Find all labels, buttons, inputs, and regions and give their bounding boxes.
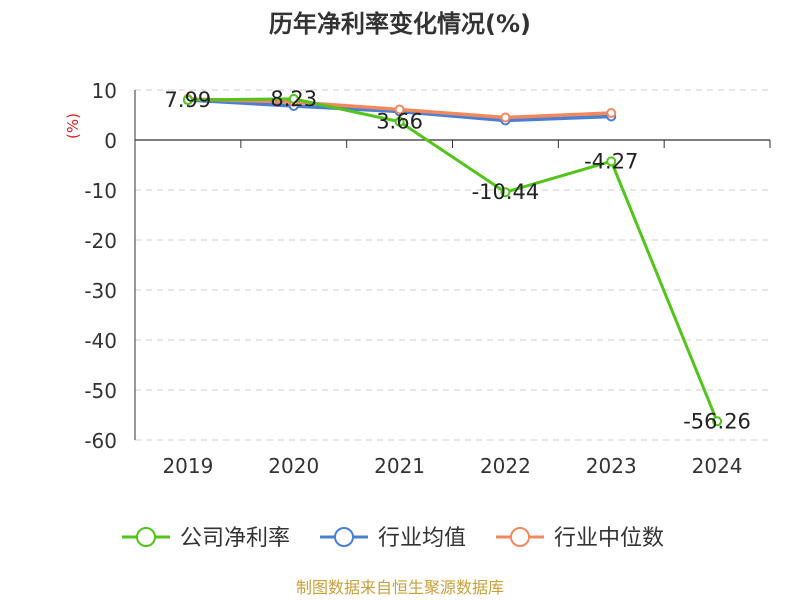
data-label: 7.99 [165,88,212,112]
series-point [394,116,405,127]
x-tick-label: 2019 [162,454,213,478]
legend-label: 行业均值 [378,526,466,551]
legend-label: 公司净利率 [180,526,290,551]
data-label: -10.44 [472,180,540,204]
y-axis-label: (%) [64,113,82,139]
chart-title: 历年净利率变化情况(%) [269,10,531,38]
series-point [606,108,617,118]
x-tick-label: 2020 [268,454,319,478]
y-tick-label: -50 [84,379,117,403]
legend-marker [136,527,156,547]
data-label: 3.66 [376,110,423,134]
y-tick-label: -30 [84,279,117,303]
data-labels: 7.99 8.23 3.66 -10.44 -4.27 -56.26 [165,87,751,433]
x-tick-label: 2021 [374,454,425,478]
y-tick-label: 10 [92,79,117,103]
series-point [394,104,405,115]
y-tick-label: -20 [84,229,117,253]
series-0 [182,93,723,427]
series-point [182,95,193,106]
series-point [500,112,511,123]
legend-item: 行业均值 [320,526,466,551]
y-tick-label: 0 [104,129,117,153]
series-lines [182,93,723,427]
axes: 10 0 -10 -20 -30 -40 -50 -60 2019 2020 2021 2022 202… [84,79,771,478]
series-line [186,97,719,423]
series-point [288,93,299,104]
legend-item: 公司净利率 [122,526,290,551]
legend: 公司净利率 行业均值 行业中位数 [122,526,664,551]
legend-marker [334,527,354,547]
x-tick-label: 2022 [480,454,531,478]
series-point [712,416,723,427]
data-label: -4.27 [584,149,638,173]
legend-marker [510,527,530,547]
y-tick-label: -60 [84,429,117,453]
data-label: -56.26 [683,409,751,433]
legend-item: 行业中位数 [496,526,664,551]
x-tick-label: 2024 [692,454,743,478]
series-point [500,187,511,198]
source-note: 制图数据来自恒生聚源数据库 [296,578,504,597]
x-tick-label: 2023 [586,454,637,478]
legend-label: 行业中位数 [554,526,664,551]
data-label: 8.23 [270,87,317,111]
series-point [606,156,617,167]
y-tick-label: -10 [84,179,117,203]
y-tick-label: -40 [84,329,117,353]
